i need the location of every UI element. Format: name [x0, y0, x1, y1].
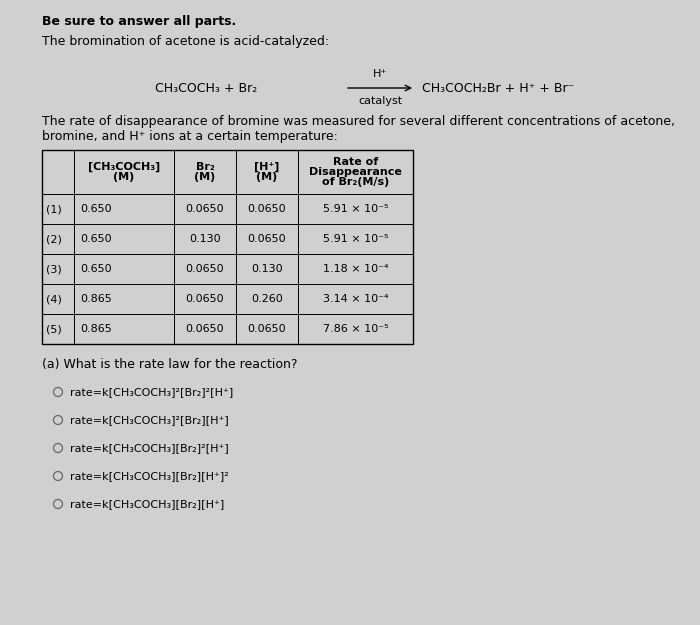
Text: of Br₂(M/s): of Br₂(M/s)	[322, 177, 389, 187]
Text: rate=k[CH₃COCH₃][Br₂][H⁺]²: rate=k[CH₃COCH₃][Br₂][H⁺]²	[70, 471, 229, 481]
Text: [H⁺]: [H⁺]	[254, 162, 280, 172]
Text: CH₃COCH₂Br + H⁺ + Br⁻: CH₃COCH₂Br + H⁺ + Br⁻	[422, 81, 574, 94]
Text: rate=k[CH₃COCH₃][Br₂][H⁺]: rate=k[CH₃COCH₃][Br₂][H⁺]	[70, 499, 224, 509]
Text: (M): (M)	[195, 172, 216, 182]
Text: 1.18 × 10⁻⁴: 1.18 × 10⁻⁴	[323, 264, 388, 274]
Text: Be sure to answer all parts.: Be sure to answer all parts.	[42, 15, 237, 28]
Bar	[42, 150, 413, 344]
Text: 5.91 × 10⁻⁵: 5.91 × 10⁻⁵	[323, 234, 388, 244]
Text: 0.650: 0.650	[80, 234, 111, 244]
Text: CH₃COCH₃ + Br₂: CH₃COCH₃ + Br₂	[155, 81, 258, 94]
Text: 0.0650: 0.0650	[186, 294, 224, 304]
Text: Rate of: Rate of	[333, 157, 378, 167]
Text: (1): (1)	[46, 204, 62, 214]
Text: (M): (M)	[256, 172, 278, 182]
Text: Disappearance: Disappearance	[309, 167, 402, 177]
Text: rate=k[CH₃COCH₃][Br₂]²[H⁺]: rate=k[CH₃COCH₃][Br₂]²[H⁺]	[70, 443, 229, 453]
Text: (3): (3)	[46, 264, 62, 274]
Text: (2): (2)	[46, 234, 62, 244]
Text: 0.0650: 0.0650	[248, 204, 286, 214]
Text: 0.260: 0.260	[251, 294, 283, 304]
Text: (5): (5)	[46, 324, 62, 334]
Text: (4): (4)	[46, 294, 62, 304]
Text: 0.130: 0.130	[251, 264, 283, 274]
Text: 0.865: 0.865	[80, 294, 112, 304]
Text: 0.0650: 0.0650	[186, 204, 224, 214]
Text: 0.865: 0.865	[80, 324, 112, 334]
Text: Br₂: Br₂	[195, 162, 214, 172]
Text: 0.0650: 0.0650	[248, 234, 286, 244]
Text: rate=k[CH₃COCH₃]²[Br₂][H⁺]: rate=k[CH₃COCH₃]²[Br₂][H⁺]	[70, 415, 229, 425]
Text: 0.650: 0.650	[80, 204, 111, 214]
Text: H⁺: H⁺	[373, 69, 387, 79]
Text: 0.650: 0.650	[80, 264, 111, 274]
Text: The bromination of acetone is acid-catalyzed:: The bromination of acetone is acid-catal…	[42, 35, 329, 48]
Text: (a) What is the rate law for the reaction?: (a) What is the rate law for the reactio…	[42, 358, 298, 371]
Text: rate=k[CH₃COCH₃]²[Br₂]²[H⁺]: rate=k[CH₃COCH₃]²[Br₂]²[H⁺]	[70, 387, 233, 397]
Text: (M): (M)	[113, 172, 134, 182]
Text: bromine, and H⁺ ions at a certain temperature:: bromine, and H⁺ ions at a certain temper…	[42, 130, 338, 143]
Text: 3.14 × 10⁻⁴: 3.14 × 10⁻⁴	[323, 294, 388, 304]
Text: 7.86 × 10⁻⁵: 7.86 × 10⁻⁵	[323, 324, 388, 334]
Text: 0.0650: 0.0650	[186, 324, 224, 334]
Text: catalyst: catalyst	[358, 96, 402, 106]
Text: [CH₃COCH₃]: [CH₃COCH₃]	[88, 162, 160, 172]
Text: 0.0650: 0.0650	[186, 264, 224, 274]
Text: 0.0650: 0.0650	[248, 324, 286, 334]
Text: 5.91 × 10⁻⁵: 5.91 × 10⁻⁵	[323, 204, 388, 214]
Text: 0.130: 0.130	[189, 234, 220, 244]
Text: The rate of disappearance of bromine was measured for several different concentr: The rate of disappearance of bromine was…	[42, 115, 675, 128]
